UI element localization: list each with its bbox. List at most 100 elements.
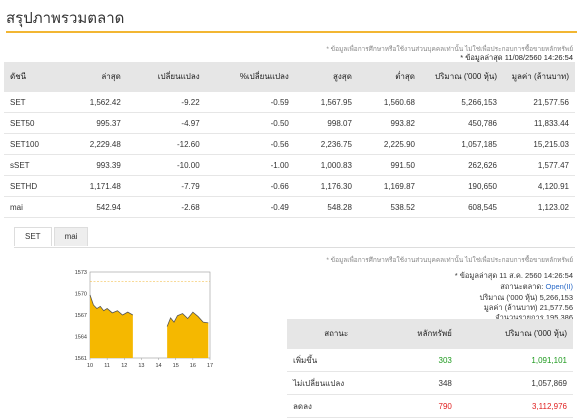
col-low: ต่ำสุด — [357, 62, 421, 92]
summary-count: 790 — [385, 394, 458, 418]
morning-session-area — [90, 294, 133, 358]
index-high: 1,176.30 — [294, 175, 358, 197]
col-status: สถานะ — [287, 319, 386, 349]
index-link-set100[interactable]: SET100 — [4, 133, 64, 155]
index-high: 1,000.83 — [294, 154, 358, 176]
index-last: 542.94 — [63, 196, 127, 218]
x-tick-label: 10 — [87, 363, 93, 369]
table-row: ไม่เปลี่ยนแปลง 348 1,057,869 — [287, 371, 573, 395]
table-row: SETHD 1,171.48 -7.79 -0.66 1,176.30 1,16… — [4, 175, 575, 197]
volume-value: 5,266,153 — [539, 293, 573, 302]
summary-status: ไม่เปลี่ยนแปลง — [287, 371, 386, 395]
y-tick-label: 1561 — [75, 356, 87, 362]
last-updated: * ข้อมูลล่าสุด 11/08/2560 14:26:54 — [460, 53, 573, 62]
col-pct-change: %เปลี่ยนแปลง — [205, 62, 295, 92]
disclaimer: * ข้อมูลเพื่อการศึกษาหรือใช้งานส่วนบุคคล… — [326, 46, 573, 53]
x-tick-label: 17 — [207, 363, 213, 369]
index-link-sset[interactable]: sSET — [4, 154, 64, 176]
summary-status: เพิ่มขึ้น — [287, 349, 386, 372]
index-change: -2.68 — [126, 196, 206, 218]
index-value: 21,577.56 — [503, 92, 575, 113]
index-volume: 262,626 — [421, 154, 503, 176]
market-status-label: สถานะตลาด: — [500, 282, 544, 291]
deals-label: จำนวนรายการ — [495, 313, 544, 322]
index-change: -9.22 — [126, 92, 206, 113]
index-last: 2,229.48 — [63, 133, 127, 155]
col-value: มูลค่า (ล้านบาท) — [503, 62, 575, 92]
index-header-row: ดัชนี ล่าสุด เปลี่ยนแปลง %เปลี่ยนแปลง สู… — [4, 62, 575, 92]
summary-table: สถานะ หลักทรัพย์ ปริมาณ ('000 หุ้น) เพิ่… — [287, 319, 573, 418]
tab-mai[interactable]: mai — [53, 227, 89, 246]
x-tick-label: 12 — [121, 363, 127, 369]
index-last: 995.37 — [63, 112, 127, 134]
deals-row: จำนวนรายการ 195,386 — [495, 312, 573, 324]
index-link-sethd[interactable]: SETHD — [4, 175, 64, 197]
index-value: 11,833.44 — [503, 112, 575, 134]
tab-divider — [14, 247, 575, 248]
page-title: สรุปภาพรวมตลาด — [6, 10, 125, 27]
index-low: 1,169.87 — [357, 175, 421, 197]
table-row: SET 1,562.42 -9.22 -0.59 1,567.95 1,560.… — [4, 92, 575, 113]
index-change: -10.00 — [126, 154, 206, 176]
index-volume: 5,266,153 — [421, 92, 503, 113]
index-pct: -0.59 — [205, 92, 295, 113]
table-row: เพิ่มขึ้น 303 1,091,101 — [287, 349, 573, 372]
x-tick-label: 11 — [104, 363, 110, 369]
col-last: ล่าสุด — [63, 62, 127, 92]
x-tick-label: 13 — [138, 363, 144, 369]
index-low: 1,560.68 — [357, 92, 421, 113]
market-status-row: สถานะตลาด: Open(II) — [500, 281, 573, 293]
summary-count: 348 — [385, 371, 458, 395]
index-low: 991.50 — [357, 154, 421, 176]
table-row: SET100 2,229.48 -12.60 -0.56 2,236.75 2,… — [4, 133, 575, 155]
summary-volume: 1,057,869 — [457, 371, 573, 395]
col-volume: ปริมาณ ('000 หุ้น) — [421, 62, 503, 92]
tab-set[interactable]: SET — [14, 227, 52, 246]
col-index: ดัชนี — [4, 62, 64, 92]
index-pct: -0.56 — [205, 133, 295, 155]
index-high: 548.28 — [294, 196, 358, 218]
market-status-value: Open(II) — [545, 282, 573, 291]
deals-value: 195,386 — [545, 313, 573, 322]
x-tick-label: 15 — [173, 363, 179, 369]
index-pct: -1.00 — [205, 154, 295, 176]
index-volume: 450,786 — [421, 112, 503, 134]
index-high: 1,567.95 — [294, 92, 358, 113]
index-pct: -0.49 — [205, 196, 295, 218]
side-disclaimer: * ข้อมูลเพื่อการศึกษาหรือใช้งานส่วนบุคคล… — [326, 257, 573, 264]
index-low: 538.52 — [357, 196, 421, 218]
y-tick-label: 1567 — [75, 313, 87, 319]
index-link-set50[interactable]: SET50 — [4, 112, 64, 134]
x-tick-label: 16 — [190, 363, 196, 369]
index-high: 2,236.75 — [294, 133, 358, 155]
summary-volume: 3,112,976 — [457, 394, 573, 418]
y-tick-label: 1564 — [75, 335, 87, 341]
index-name: SET — [4, 92, 64, 113]
value-label: มูลค่า (ล้านบาท) — [483, 303, 538, 312]
index-value: 1,123.02 — [503, 196, 575, 218]
summary-volume: 1,091,101 — [457, 349, 573, 372]
index-high: 998.07 — [294, 112, 358, 134]
volume-label: ปริมาณ ('000 หุ้น) — [479, 293, 538, 302]
table-row: SET50 995.37 -4.97 -0.50 998.07 993.82 4… — [4, 112, 575, 134]
market-tabs: SET mai — [14, 227, 90, 247]
table-row: mai 542.94 -2.68 -0.49 548.28 538.52 608… — [4, 196, 575, 218]
col-summary-volume: ปริมาณ ('000 หุ้น) — [457, 319, 573, 349]
title-divider — [6, 31, 577, 33]
index-pct: -0.50 — [205, 112, 295, 134]
afternoon-session-line — [166, 311, 209, 327]
index-low: 2,225.90 — [357, 133, 421, 155]
index-change: -4.97 — [126, 112, 206, 134]
index-change: -7.79 — [126, 175, 206, 197]
value-row: มูลค่า (ล้านบาท) 21,577.56 — [484, 302, 573, 314]
index-low: 993.82 — [357, 112, 421, 134]
index-table: ดัชนี ล่าสุด เปลี่ยนแปลง %เปลี่ยนแปลง สู… — [4, 62, 575, 218]
index-value: 15,215.03 — [503, 133, 575, 155]
value-value: 21,577.56 — [539, 303, 573, 312]
x-tick-label: 14 — [156, 363, 162, 369]
index-volume: 190,650 — [421, 175, 503, 197]
col-change: เปลี่ยนแปลง — [126, 62, 206, 92]
index-pct: -0.66 — [205, 175, 295, 197]
morning-session-line — [89, 294, 134, 316]
